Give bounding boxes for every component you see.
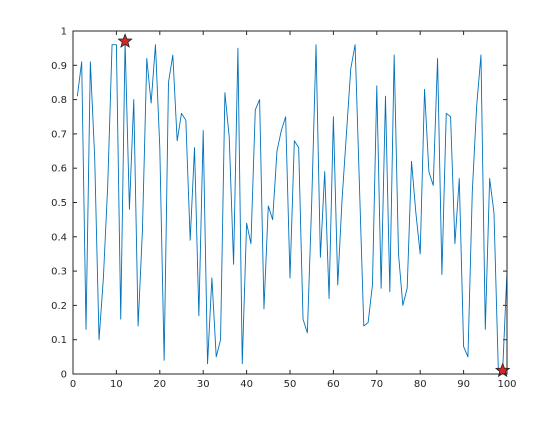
x-tick-label: 60 — [327, 379, 340, 390]
x-tick-label: 40 — [240, 379, 253, 390]
y-tick-label: 0 — [61, 370, 67, 381]
y-tick-label: 0.9 — [51, 61, 67, 72]
y-tick-label: 0.4 — [51, 232, 67, 243]
y-tick-label: 0.5 — [51, 198, 67, 209]
x-tick-label: 0 — [70, 379, 76, 390]
x-tick-label: 50 — [284, 379, 297, 390]
y-tick-label: 0.8 — [51, 95, 67, 106]
plot-area-background — [73, 31, 507, 374]
y-tick-label: 0.2 — [51, 301, 67, 312]
y-tick-label: 0.1 — [51, 335, 67, 346]
x-tick-label: 80 — [414, 379, 427, 390]
y-tick-label: 1 — [61, 27, 67, 38]
x-tick-label: 100 — [497, 379, 516, 390]
x-tick-label: 30 — [197, 379, 210, 390]
y-tick-label: 0.6 — [51, 164, 67, 175]
y-tick-label: 0.3 — [51, 267, 67, 278]
axis-ticks: 0 10 20 30 40 50 60 70 80 90 100 0 0.1 0.2 0.3 0.4 0.5 0.… — [51, 27, 516, 391]
y-tick-label: 0.7 — [51, 129, 67, 140]
series-group — [76, 40, 508, 372]
plot-area-frame — [72, 30, 508, 375]
x-tick-label: 90 — [457, 379, 470, 390]
star-marker-icon — [117, 33, 133, 48]
x-tick-label: 10 — [110, 379, 123, 390]
series-line — [76, 40, 508, 372]
x-tick-label: 20 — [153, 379, 166, 390]
x-tick-label: 70 — [370, 379, 383, 390]
